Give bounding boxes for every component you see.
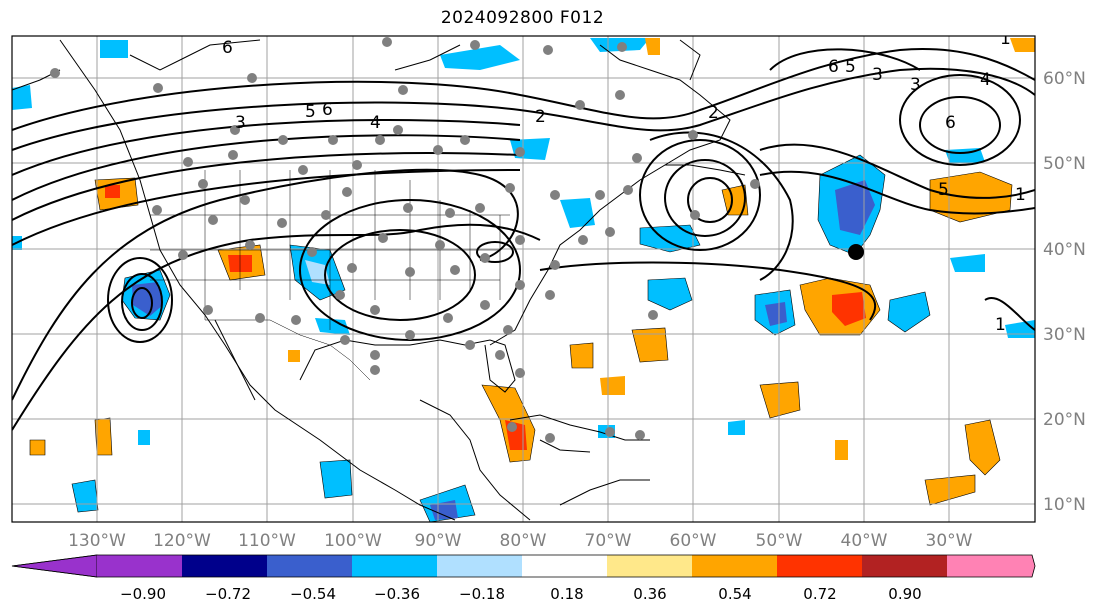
svg-text:0.54: 0.54 <box>718 585 751 603</box>
svg-text:0.72: 0.72 <box>803 585 836 603</box>
svg-text:20°N: 20°N <box>1043 410 1086 430</box>
colorbar-bin <box>352 555 437 577</box>
colorbar-bin <box>862 555 947 577</box>
svg-text:6: 6 <box>945 113 956 133</box>
svg-text:10°N: 10°N <box>1043 495 1086 515</box>
colorbar-bin <box>947 555 1032 577</box>
colorbar-bin <box>267 555 352 577</box>
svg-text:0.18: 0.18 <box>550 585 583 603</box>
svg-text:6: 6 <box>222 38 233 58</box>
svg-text:0.36: 0.36 <box>633 585 666 603</box>
svg-text:3: 3 <box>235 113 246 133</box>
colorbar-bin <box>692 555 777 577</box>
svg-text:100°W: 100°W <box>324 531 382 551</box>
svg-text:−0.36: −0.36 <box>374 585 420 603</box>
svg-text:6: 6 <box>828 57 839 77</box>
station-dots <box>50 37 760 443</box>
svg-text:90°W: 90°W <box>415 531 462 551</box>
svg-text:5: 5 <box>305 102 316 122</box>
svg-text:0.90: 0.90 <box>888 585 921 603</box>
svg-text:2: 2 <box>535 107 546 127</box>
colorbar: −0.90 −0.72 −0.54 −0.36 −0.18 0.18 0.36 … <box>11 554 1036 603</box>
svg-text:30°N: 30°N <box>1043 325 1086 345</box>
svg-text:1: 1 <box>995 315 1006 335</box>
graticule <box>12 36 1035 522</box>
svg-text:−0.54: −0.54 <box>290 585 336 603</box>
svg-text:1: 1 <box>1015 185 1026 205</box>
svg-text:70°W: 70°W <box>585 531 632 551</box>
svg-text:3: 3 <box>872 65 883 85</box>
svg-text:50°W: 50°W <box>756 531 803 551</box>
contour-labels: 6 3 5 6 4 2 6 3 4 5 6 5 2 3 1 1 1 <box>222 29 1026 335</box>
svg-text:−0.18: −0.18 <box>459 585 505 603</box>
storm-center-marker <box>848 244 864 260</box>
colorbar-bin <box>182 555 267 577</box>
svg-text:120°W: 120°W <box>153 531 211 551</box>
latitude-labels: 60°N 50°N 40°N 30°N 20°N 10°N <box>1043 69 1086 515</box>
colorbar-bin <box>607 555 692 577</box>
svg-text:−0.72: −0.72 <box>205 585 251 603</box>
svg-text:80°W: 80°W <box>500 531 547 551</box>
colorbar-bin <box>522 555 607 577</box>
map-title: 2024092800 F012 <box>440 8 605 28</box>
svg-text:110°W: 110°W <box>238 531 296 551</box>
svg-text:60°N: 60°N <box>1043 69 1086 89</box>
svg-text:40°N: 40°N <box>1043 240 1086 260</box>
colorbar-extend-high <box>1032 555 1035 577</box>
longitude-labels: 130°W 120°W 110°W 100°W 90°W 80°W 70°W 6… <box>68 531 973 551</box>
colorbar-bin <box>437 555 522 577</box>
svg-text:50°N: 50°N <box>1043 154 1086 174</box>
svg-text:6: 6 <box>322 100 333 120</box>
svg-text:60°W: 60°W <box>670 531 717 551</box>
svg-text:5: 5 <box>845 57 856 77</box>
svg-text:130°W: 130°W <box>68 531 126 551</box>
svg-text:5: 5 <box>938 180 949 200</box>
svg-text:30°W: 30°W <box>926 531 973 551</box>
colorbar-bin <box>777 555 862 577</box>
colorbar-bin <box>97 555 182 577</box>
contour-lines <box>12 48 1035 431</box>
svg-text:1: 1 <box>1000 29 1011 49</box>
svg-text:3: 3 <box>910 75 921 95</box>
map-frame <box>11 35 1036 523</box>
svg-text:2: 2 <box>708 103 719 123</box>
anomaly-shading <box>12 38 1035 522</box>
svg-text:4: 4 <box>370 113 381 133</box>
svg-text:−0.90: −0.90 <box>120 585 166 603</box>
svg-text:40°W: 40°W <box>841 531 888 551</box>
colorbar-extend-low <box>11 554 98 578</box>
svg-text:4: 4 <box>980 70 991 90</box>
